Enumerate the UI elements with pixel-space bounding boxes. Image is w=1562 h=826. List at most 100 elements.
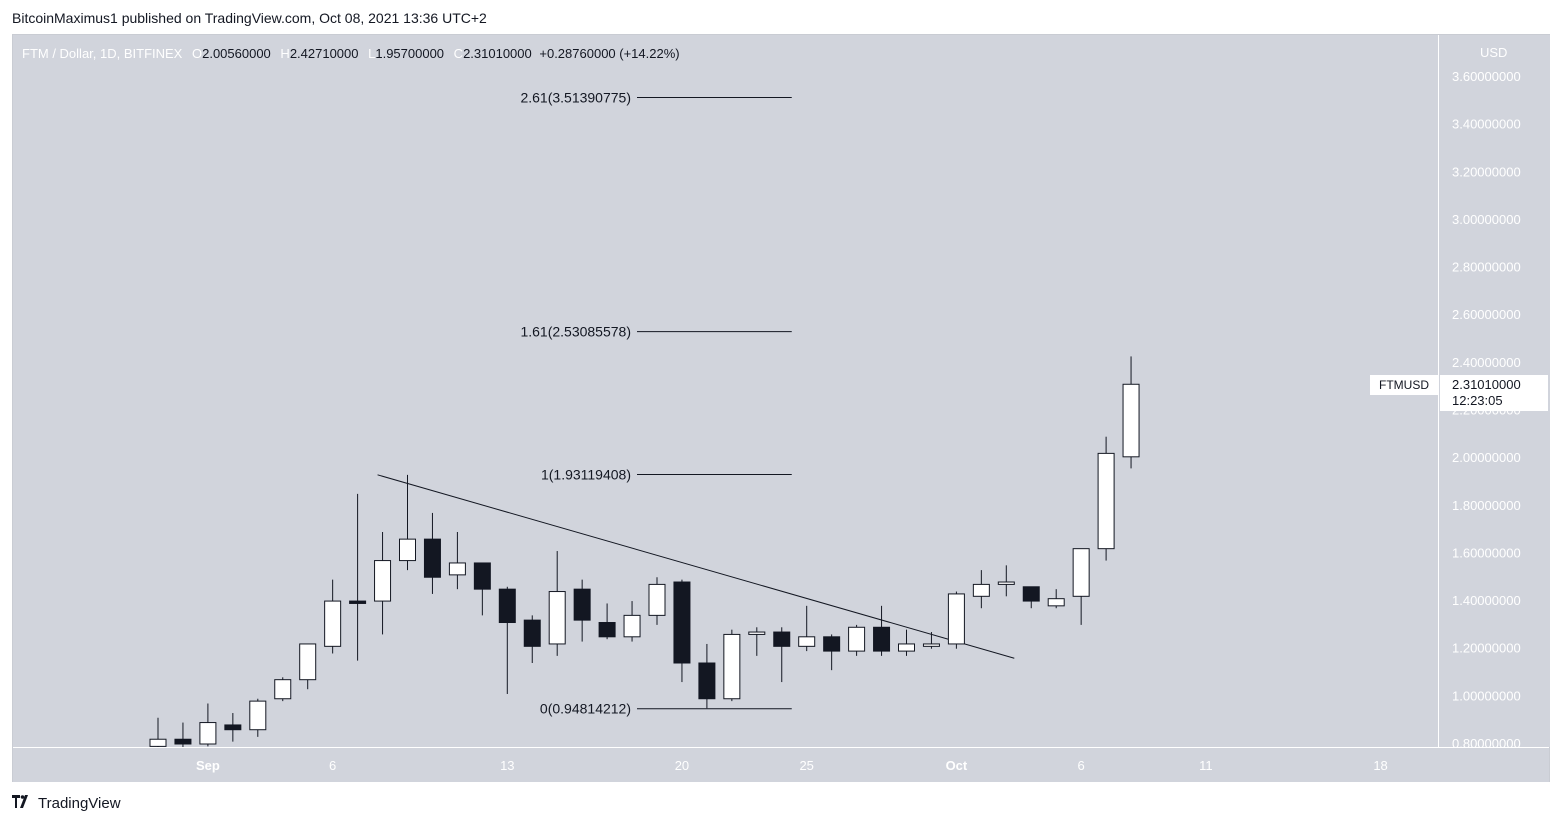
candle-body-down — [673, 581, 691, 664]
candle-body-down — [698, 662, 716, 700]
time-axis-tick-label: 18 — [1373, 758, 1387, 773]
candle-body-down — [349, 600, 367, 604]
candle — [174, 722, 192, 747]
candle — [324, 579, 342, 654]
candle-body-up — [947, 593, 965, 645]
time-axis-tick-label: 13 — [500, 758, 514, 773]
candle-body-down — [174, 738, 192, 745]
candle — [972, 570, 990, 609]
legend-close-value: 2.31010000 — [463, 46, 532, 61]
candle — [473, 562, 491, 616]
candle — [673, 579, 691, 683]
tradingview-footer[interactable]: TradingView — [12, 795, 121, 812]
candle — [848, 624, 866, 656]
candle-body-up — [374, 560, 392, 602]
price-axis-tick-label: 1.00000000 — [1452, 688, 1521, 703]
candle — [773, 627, 791, 683]
candle — [648, 577, 666, 625]
price-axis-tick-label: 0.80000000 — [1452, 736, 1521, 751]
time-axis[interactable] — [13, 747, 1549, 782]
candle-body-up — [1097, 452, 1115, 550]
candle-body-down — [224, 724, 242, 731]
candle-body-up — [274, 679, 292, 700]
candle — [548, 551, 566, 656]
tradingview-logo-icon — [12, 795, 32, 812]
candle — [898, 629, 915, 656]
candle-body-down — [823, 636, 841, 652]
candle — [374, 531, 392, 635]
time-axis-tick-label: 11 — [1199, 758, 1213, 773]
candle-body-up — [1122, 383, 1140, 458]
candle-body-up — [623, 614, 641, 638]
legend-high-value: 2.42710000 — [289, 46, 359, 61]
time-axis-tick-label: 25 — [799, 758, 813, 773]
candle — [698, 643, 716, 709]
candle-body-up — [972, 583, 990, 597]
candle — [149, 717, 167, 747]
last-price-tag: 2.31010000 12:23:05 — [1440, 375, 1548, 411]
candle-body-up — [798, 636, 816, 647]
currency-label[interactable]: USD — [1480, 45, 1508, 60]
candle-body-up — [199, 722, 217, 745]
legend-open-label: O — [191, 46, 203, 61]
candle-body-down — [598, 622, 616, 638]
candle-body-down — [573, 588, 591, 621]
legend-low-value: 1.95700000 — [375, 46, 445, 61]
legend-symbol: FTM / Dollar, 1D, BITFINEX — [22, 46, 183, 61]
candle-body-down — [523, 619, 541, 647]
candle-body-up — [997, 581, 1015, 585]
candle-body-up — [249, 700, 267, 731]
plot-area[interactable] — [13, 35, 1438, 747]
candle-body-down — [473, 562, 491, 590]
publisher-line: BitcoinMaximus1 published on TradingView… — [12, 10, 487, 26]
candle-body-up — [922, 643, 940, 647]
legend-change: +0.28760000 (+14.22%) — [539, 46, 680, 61]
candle-body-up — [848, 626, 866, 652]
price-axis-tick-label: 3.20000000 — [1452, 164, 1521, 179]
candle-body-up — [548, 591, 566, 645]
time-axis-tick-label: 6 — [1078, 758, 1085, 773]
candle — [1072, 548, 1090, 625]
legend-high-label: H — [280, 46, 290, 61]
time-axis-tick-label: Oct — [946, 758, 968, 773]
time-axis-tick-label: 6 — [329, 758, 336, 773]
candle — [423, 512, 441, 594]
candle — [873, 605, 891, 656]
price-axis-tick-label: 3.40000000 — [1452, 117, 1521, 132]
price-axis-tick-label: 3.60000000 — [1452, 69, 1521, 84]
time-axis-tick-label: 20 — [675, 758, 689, 773]
candle — [748, 627, 766, 656]
candle-body-down — [873, 626, 891, 652]
candle — [224, 713, 242, 742]
candle-body-up — [648, 583, 666, 616]
price-axis-tick-label: 3.00000000 — [1452, 212, 1521, 227]
candle — [1022, 586, 1040, 609]
candle — [598, 603, 616, 640]
legend-close-label: C — [453, 46, 464, 61]
candle — [249, 698, 267, 737]
candle — [399, 474, 416, 571]
candle — [823, 634, 841, 671]
candle — [299, 643, 317, 690]
ticker-tag: FTMUSD — [1370, 375, 1438, 395]
candle — [947, 591, 965, 649]
candle — [573, 579, 591, 642]
candle — [798, 605, 816, 652]
price-axis-tick-label: 1.20000000 — [1452, 641, 1521, 656]
price-axis-tick-label: 1.80000000 — [1452, 498, 1521, 513]
candle-body-up — [1047, 598, 1065, 607]
ohlc-legend: FTM / Dollar, 1D, BITFINEX O2.00560000 H… — [22, 46, 680, 61]
candle — [274, 677, 292, 702]
fib-level-label: 1.61(2.53085578) — [520, 324, 631, 340]
candle — [349, 493, 367, 661]
candle-body-up — [448, 562, 466, 576]
last-price-value: 2.31010000 — [1452, 377, 1521, 392]
candle — [922, 632, 940, 649]
candle-body-up — [299, 643, 317, 681]
price-axis-tick-label: 1.60000000 — [1452, 545, 1521, 560]
bar-countdown: 12:23:05 — [1452, 393, 1503, 408]
legend-open-value: 2.00560000 — [202, 46, 271, 61]
price-axis-tick-label: 1.40000000 — [1452, 593, 1521, 608]
candle-body-down — [773, 631, 791, 647]
candle — [997, 565, 1015, 597]
